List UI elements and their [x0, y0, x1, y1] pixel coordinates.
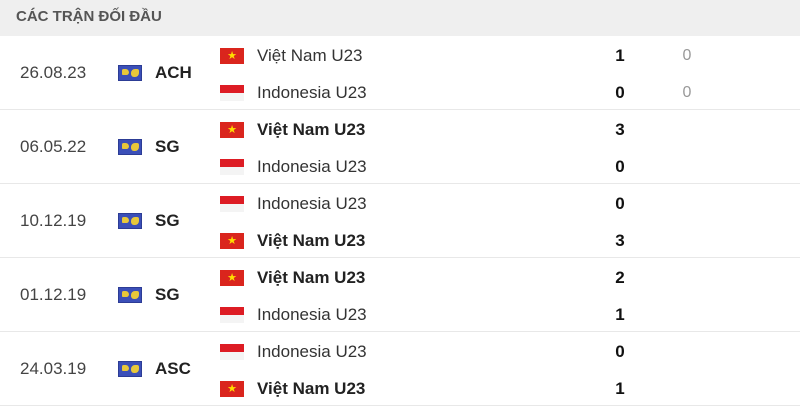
match-row[interactable]: 01.12.19 SG Việt Nam U23 2 Indonesia U23… [0, 258, 800, 332]
competition-label: SG [155, 137, 180, 156]
team-row: Indonesia U23 0 [220, 147, 780, 184]
section-header: CÁC TRẬN ĐỐI ĐẦU [0, 0, 800, 36]
team-score: 3 [615, 120, 625, 139]
team-name: Indonesia U23 [257, 194, 367, 213]
vietnam-flag-icon [220, 122, 244, 138]
team-name: Việt Nam U23 [257, 268, 366, 287]
competition-label: ACH [155, 63, 192, 82]
match-date: 10.12.19 [20, 211, 87, 230]
world-map-icon [118, 139, 142, 155]
team-score: 0 [615, 83, 625, 102]
team-name: Indonesia U23 [257, 83, 367, 102]
half-time-score: 0 [682, 47, 692, 64]
team-row: Việt Nam U23 3 [220, 221, 780, 258]
team-score: 3 [615, 231, 625, 250]
vietnam-flag-icon [220, 233, 244, 249]
vietnam-flag-icon [220, 48, 244, 64]
team-score: 1 [615, 305, 625, 324]
indonesia-flag-icon [220, 307, 244, 323]
competition-label: SG [155, 285, 180, 304]
competition-label: SG [155, 211, 180, 230]
match-date: 24.03.19 [20, 359, 87, 378]
team-score: 1 [615, 379, 625, 398]
team-score: 2 [615, 268, 625, 287]
team-score: 0 [615, 342, 625, 361]
team-row: Việt Nam U23 3 [220, 110, 780, 147]
section-title: CÁC TRẬN ĐỐI ĐẦU [16, 8, 162, 25]
indonesia-flag-icon [220, 85, 244, 101]
world-map-icon [118, 287, 142, 303]
team-row: Indonesia U23 0 0 [220, 73, 780, 110]
indonesia-flag-icon [220, 159, 244, 175]
team-name: Việt Nam U23 [257, 231, 366, 250]
team-score: 0 [615, 194, 625, 213]
team-name: Việt Nam U23 [257, 120, 366, 139]
team-name: Indonesia U23 [257, 342, 367, 361]
team-row: Indonesia U23 1 [220, 295, 780, 332]
match-date: 01.12.19 [20, 285, 87, 304]
match-row[interactable]: 06.05.22 SG Việt Nam U23 3 Indonesia U23… [0, 110, 800, 184]
team-score: 0 [615, 157, 625, 176]
world-map-icon [118, 65, 142, 81]
world-map-icon [118, 361, 142, 377]
team-name: Indonesia U23 [257, 305, 367, 324]
indonesia-flag-icon [220, 196, 244, 212]
match-date: 26.08.23 [20, 63, 87, 82]
match-row[interactable]: 26.08.23 ACH Việt Nam U23 1 0 Indonesia … [0, 36, 800, 110]
team-name: Việt Nam U23 [257, 379, 366, 398]
team-row: Indonesia U23 0 [220, 332, 780, 369]
world-map-icon [118, 213, 142, 229]
team-name: Indonesia U23 [257, 157, 367, 176]
team-row: Indonesia U23 0 [220, 184, 780, 221]
indonesia-flag-icon [220, 344, 244, 360]
team-row: Việt Nam U23 1 [220, 369, 780, 406]
vietnam-flag-icon [220, 381, 244, 397]
team-name: Việt Nam U23 [257, 46, 363, 65]
match-list: 26.08.23 ACH Việt Nam U23 1 0 Indonesia … [0, 36, 800, 406]
team-row: Việt Nam U23 1 0 [220, 36, 780, 73]
competition-label: ASC [155, 359, 191, 378]
match-row[interactable]: 10.12.19 SG Indonesia U23 0 Việt Nam U23… [0, 184, 800, 258]
half-time-score: 0 [682, 84, 692, 101]
match-row[interactable]: 24.03.19 ASC Indonesia U23 0 Việt Nam U2… [0, 332, 800, 406]
match-date: 06.05.22 [20, 137, 87, 156]
team-score: 1 [615, 46, 625, 65]
vietnam-flag-icon [220, 270, 244, 286]
team-row: Việt Nam U23 2 [220, 258, 780, 295]
